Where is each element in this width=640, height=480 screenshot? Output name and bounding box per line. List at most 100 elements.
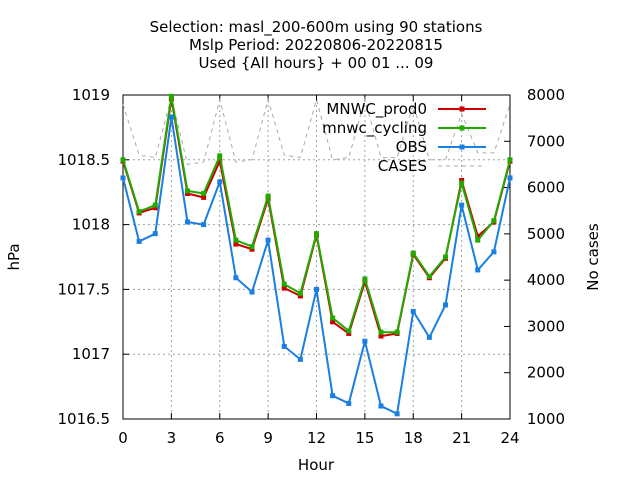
data-point xyxy=(233,275,239,281)
data-point xyxy=(378,333,384,339)
x-tick-label: 18 xyxy=(404,429,423,447)
data-point xyxy=(410,250,416,256)
y-tick-label: 1017 xyxy=(72,345,110,363)
data-point xyxy=(362,276,368,282)
data-point xyxy=(330,315,336,321)
data-point xyxy=(459,202,465,208)
data-point xyxy=(394,329,400,335)
data-point xyxy=(233,237,239,243)
data-point xyxy=(459,178,465,184)
x-tick-label: 3 xyxy=(167,429,177,447)
chart-title: Selection: masl_200-600m using 90 statio… xyxy=(150,18,483,72)
data-point xyxy=(443,254,448,260)
y2-tick-label: 1000 xyxy=(527,410,565,428)
grid-lines xyxy=(123,95,510,419)
title-line: Mslp Period: 20220806-20220815 xyxy=(189,36,443,54)
data-point xyxy=(475,237,481,243)
data-point xyxy=(346,328,352,334)
data-point xyxy=(443,302,448,308)
data-point xyxy=(281,285,287,291)
data-point xyxy=(136,238,142,244)
x-tick-label: 15 xyxy=(355,429,374,447)
series-line xyxy=(122,97,511,165)
data-point xyxy=(249,289,255,295)
x-tick-label: 12 xyxy=(307,429,326,447)
y-tick-label: 1018 xyxy=(72,216,110,234)
data-point xyxy=(201,190,207,196)
data-point xyxy=(249,246,255,252)
y2-tick-label: 5000 xyxy=(527,225,565,243)
data-point xyxy=(346,330,352,336)
y-tick-label: 1017.5 xyxy=(58,280,111,298)
data-point xyxy=(152,231,158,237)
data-point xyxy=(217,153,223,159)
data-point xyxy=(168,93,174,99)
title-line: Selection: masl_200-600m using 90 statio… xyxy=(150,18,483,37)
data-point xyxy=(394,411,400,417)
data-point xyxy=(185,219,190,225)
data-point xyxy=(152,205,158,211)
data-point xyxy=(314,231,319,237)
x-tick-label: 24 xyxy=(500,429,519,447)
y2-tick-label: 4000 xyxy=(527,271,565,289)
data-point xyxy=(378,403,384,409)
data-point xyxy=(507,157,513,163)
data-point xyxy=(185,190,190,196)
data-point xyxy=(330,393,336,399)
axis-ticks: 0 3 6 9 12 15 18 21 24 1016.5 1017 1017.5 1018 1018.5… xyxy=(58,86,566,447)
legend-marker xyxy=(459,144,465,150)
data-point xyxy=(168,114,174,120)
legend-label: mnwc_cycling xyxy=(322,119,427,138)
x-tick-label: 6 xyxy=(215,429,225,447)
series-cases xyxy=(122,97,511,165)
data-point xyxy=(297,293,303,299)
y2-tick-label: 8000 xyxy=(527,86,565,104)
data-point xyxy=(475,267,481,273)
data-point xyxy=(136,209,142,215)
data-point xyxy=(217,158,223,164)
title-line: Used {All hours} + 00 01 ... 09 xyxy=(199,54,434,72)
y-tick-label: 1016.5 xyxy=(58,410,111,428)
legend-label: MNWC_prod0 xyxy=(326,100,427,119)
y2-tick-label: 3000 xyxy=(527,317,565,335)
data-point xyxy=(491,249,497,255)
legend-label: OBS xyxy=(396,138,427,156)
data-point xyxy=(507,175,513,181)
data-point xyxy=(185,188,190,194)
data-point xyxy=(297,356,303,362)
data-point xyxy=(314,286,319,292)
data-point xyxy=(265,193,271,199)
data-point xyxy=(459,180,465,186)
y2-axis-label: No cases xyxy=(584,223,602,291)
data-point xyxy=(491,218,497,224)
data-point xyxy=(281,343,287,349)
legend-label: CASES xyxy=(378,157,427,175)
series-layer xyxy=(120,93,513,417)
data-point xyxy=(426,334,432,340)
data-point xyxy=(120,157,126,163)
data-point xyxy=(346,400,352,406)
data-point xyxy=(410,308,416,314)
x-tick-label: 9 xyxy=(263,429,273,447)
y-tick-label: 1019 xyxy=(72,86,110,104)
data-point xyxy=(120,175,126,181)
data-point xyxy=(217,179,223,185)
legend-marker xyxy=(459,125,465,131)
x-tick-label: 21 xyxy=(452,429,471,447)
y2-tick-label: 7000 xyxy=(527,132,565,150)
y-axis-label: hPa xyxy=(5,243,23,270)
data-point xyxy=(249,244,255,250)
y2-tick-label: 2000 xyxy=(527,364,565,382)
data-point xyxy=(233,241,239,247)
data-point xyxy=(152,202,158,208)
y2-tick-label: 6000 xyxy=(527,179,565,197)
data-point xyxy=(378,329,384,335)
series-obs xyxy=(120,114,513,417)
y-tick-label: 1018.5 xyxy=(58,151,111,169)
data-point xyxy=(201,222,207,228)
data-point xyxy=(362,338,368,344)
x-tick-label: 0 xyxy=(118,429,128,447)
legend-marker xyxy=(459,106,465,112)
